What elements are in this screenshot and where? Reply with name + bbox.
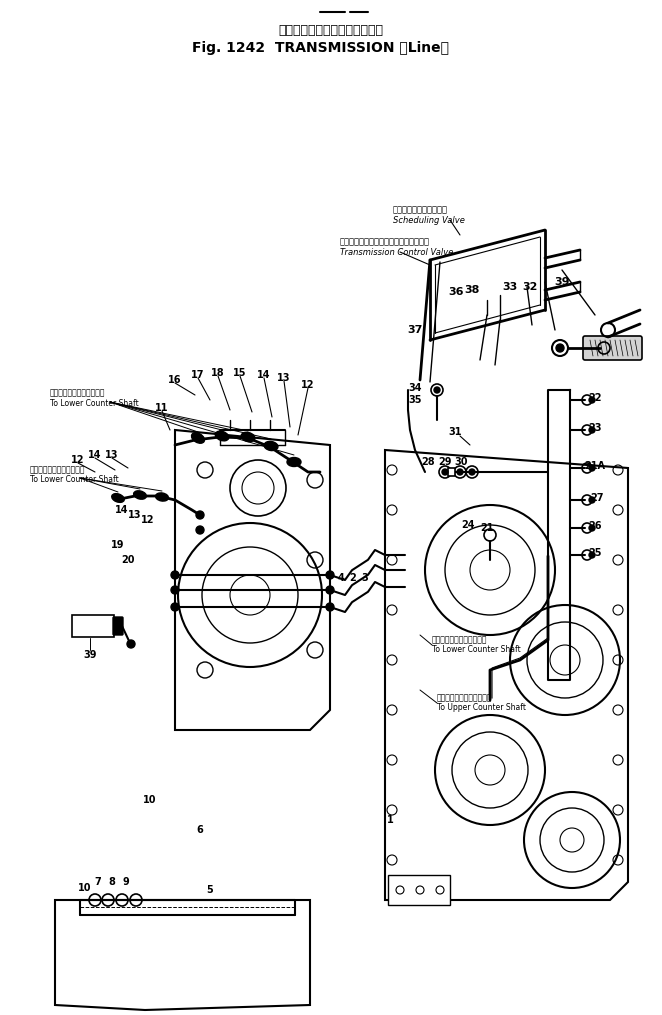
Text: 24: 24 [461, 520, 475, 530]
Circle shape [326, 586, 334, 594]
Text: To Lower Counter Shaft: To Lower Counter Shaft [432, 646, 521, 655]
FancyBboxPatch shape [113, 617, 123, 635]
Text: 31: 31 [448, 427, 462, 437]
Text: 26: 26 [589, 521, 602, 531]
Ellipse shape [112, 493, 124, 502]
Polygon shape [385, 450, 628, 900]
Text: スケジューリングバルブ: スケジューリングバルブ [393, 205, 448, 214]
Text: 14: 14 [88, 450, 102, 460]
Circle shape [434, 387, 440, 393]
Text: トランスミッションコントロールバルブ: トランスミッションコントロールバルブ [340, 238, 430, 247]
Text: Scheduling Valve: Scheduling Valve [393, 215, 465, 224]
Circle shape [589, 497, 595, 503]
Text: To Lower Counter Shaft: To Lower Counter Shaft [30, 475, 118, 484]
Text: 22: 22 [589, 393, 602, 403]
Text: アッパカウンタシャフトへ: アッパカウンタシャフトへ [437, 693, 493, 702]
Text: 37: 37 [407, 325, 423, 335]
Circle shape [196, 526, 204, 534]
Text: 4: 4 [338, 573, 344, 583]
Text: Transmission Control Valve: Transmission Control Valve [340, 248, 453, 257]
FancyBboxPatch shape [448, 468, 455, 476]
Circle shape [457, 469, 463, 475]
Text: 13: 13 [277, 373, 291, 383]
Text: ロワーカウンタシャフトへ: ロワーカウンタシャフトへ [50, 389, 105, 398]
Text: 10: 10 [143, 795, 157, 805]
Polygon shape [175, 430, 330, 730]
Text: 34: 34 [408, 383, 422, 393]
Circle shape [469, 469, 475, 475]
Text: 14: 14 [258, 370, 271, 380]
Ellipse shape [264, 442, 278, 451]
Text: 35: 35 [408, 395, 422, 405]
Text: 15: 15 [233, 368, 247, 378]
Circle shape [326, 571, 334, 579]
Text: 8: 8 [109, 877, 115, 887]
Text: 13: 13 [128, 510, 142, 520]
Polygon shape [388, 875, 450, 905]
Text: 16: 16 [168, 375, 182, 385]
Circle shape [589, 465, 595, 471]
Circle shape [196, 511, 204, 519]
Text: To Lower Counter Shaft: To Lower Counter Shaft [50, 399, 139, 407]
Circle shape [326, 603, 334, 611]
Ellipse shape [191, 432, 205, 444]
Circle shape [589, 552, 595, 558]
Ellipse shape [287, 458, 301, 467]
Circle shape [171, 586, 179, 594]
Circle shape [589, 525, 595, 531]
Text: 12: 12 [141, 515, 155, 525]
Circle shape [556, 344, 564, 352]
Circle shape [589, 427, 595, 433]
Text: 9: 9 [122, 877, 129, 887]
Text: ロワーカウンタシャフトへ: ロワーカウンタシャフトへ [432, 635, 487, 645]
Text: 11: 11 [156, 403, 169, 413]
Text: 13: 13 [105, 450, 118, 460]
Text: 7: 7 [95, 877, 101, 887]
Text: 23: 23 [589, 423, 602, 433]
Ellipse shape [134, 491, 146, 499]
Text: 18: 18 [211, 368, 225, 378]
Ellipse shape [215, 431, 229, 441]
Text: 27: 27 [591, 493, 604, 503]
Text: トランスミッション（ライン）: トランスミッション（ライン） [279, 23, 383, 37]
Ellipse shape [241, 432, 255, 442]
Polygon shape [55, 900, 310, 1010]
Text: 12: 12 [301, 380, 314, 390]
Text: 32: 32 [522, 282, 538, 292]
Circle shape [171, 603, 179, 611]
Text: 5: 5 [207, 885, 213, 895]
Text: 25: 25 [589, 548, 602, 558]
Text: 33: 33 [502, 282, 518, 292]
Text: 21: 21 [480, 523, 494, 533]
Ellipse shape [156, 493, 168, 501]
Text: 3: 3 [361, 573, 368, 583]
Text: 39: 39 [83, 650, 97, 660]
Text: 2: 2 [350, 573, 356, 583]
Text: Fig. 1242  TRANSMISSION （Line）: Fig. 1242 TRANSMISSION （Line） [191, 41, 448, 55]
Text: ロワーカウンタシャフトへ: ロワーカウンタシャフトへ [30, 466, 85, 474]
Text: 29: 29 [438, 457, 451, 467]
Text: 38: 38 [464, 285, 480, 295]
Text: 36: 36 [448, 287, 464, 297]
Text: 17: 17 [191, 370, 205, 380]
Text: 10: 10 [78, 883, 92, 893]
Text: 30: 30 [454, 457, 468, 467]
Text: 28: 28 [421, 457, 435, 467]
FancyBboxPatch shape [583, 336, 642, 360]
Text: 12: 12 [71, 455, 85, 465]
Text: 19: 19 [111, 540, 124, 550]
Circle shape [589, 397, 595, 403]
Text: 21A: 21A [585, 461, 606, 471]
Text: 6: 6 [197, 825, 203, 835]
Circle shape [442, 469, 448, 475]
Circle shape [171, 571, 179, 579]
Circle shape [127, 640, 135, 648]
Text: 14: 14 [115, 505, 128, 515]
Text: 39: 39 [554, 277, 570, 287]
Text: 20: 20 [121, 555, 135, 565]
FancyBboxPatch shape [72, 615, 114, 637]
Text: To Upper Counter Shaft: To Upper Counter Shaft [437, 703, 526, 713]
Text: 1: 1 [387, 815, 393, 825]
